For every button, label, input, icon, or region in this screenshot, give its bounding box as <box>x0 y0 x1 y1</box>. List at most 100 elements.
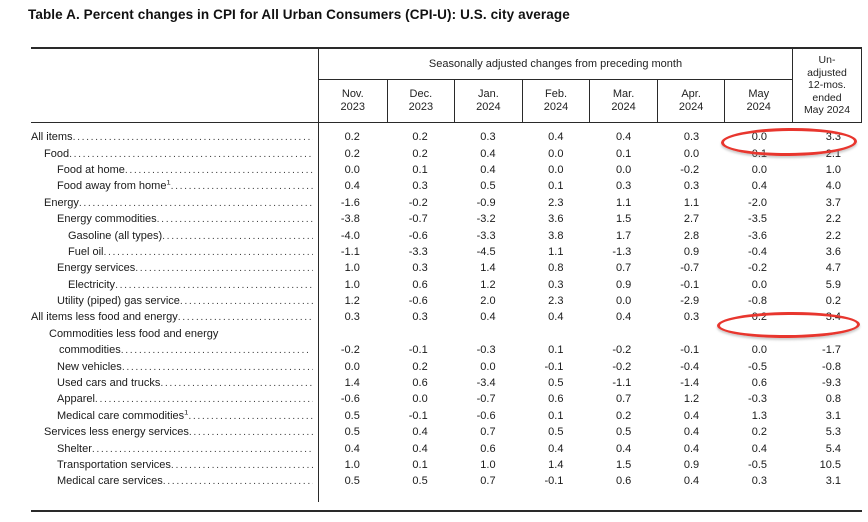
row-label-cell: Energy <box>31 197 318 209</box>
cell-value: -0.4 <box>680 360 700 373</box>
row-label: Electricity <box>68 278 116 291</box>
cell-value: -1.7 <box>822 344 842 357</box>
unadjusted-header-line: adjusted <box>807 66 847 79</box>
cell-value: 3.7 <box>825 196 842 209</box>
unadjusted-column-header: Un-adjusted 12-mos. ended May 2024 <box>793 49 862 122</box>
cell-value: 1.5 <box>616 213 632 226</box>
row-label: Medical care commodities1 <box>57 409 189 422</box>
month-header-row: Nov. 2023 Dec. 2023 Jan. 2024 Feb. 2024 Mar. 2024… <box>319 80 792 122</box>
row-label: commodities <box>59 344 121 357</box>
cell-value: 0.3 <box>751 475 768 488</box>
cell-value: 0.6 <box>480 442 496 455</box>
row-label-cell: Energy services <box>31 262 318 274</box>
cell-value: 0.4 <box>616 311 632 324</box>
row-label: Used cars and trucks <box>57 377 161 390</box>
row-label: New vehicles <box>57 360 122 373</box>
cell-value: 0.0 <box>344 360 360 373</box>
dot-leader <box>178 311 313 323</box>
cell-value: -0.1 <box>680 344 700 357</box>
cell-value: 0.4 <box>480 163 496 176</box>
cell-value: 0.0 <box>480 360 496 373</box>
cell-value: 0.5 <box>344 426 360 439</box>
cell-value: 0.3 <box>616 180 632 193</box>
cell-value: -3.5 <box>748 213 768 226</box>
row-label-cell: Medical care commodities1 <box>31 410 318 422</box>
dot-leader <box>135 262 313 274</box>
row-label: Fuel oil <box>68 245 104 258</box>
cell-value: -3.3 <box>476 229 496 242</box>
cell-value: -0.2 <box>612 344 632 357</box>
cell-value: 0.3 <box>412 311 428 324</box>
cell-value: 0.1 <box>616 147 632 160</box>
cell-value: 1.3 <box>751 409 768 422</box>
cell-value: -0.6 <box>408 295 428 308</box>
month-abbr: Mar. <box>612 88 635 100</box>
row-label-cell: Energy commodities <box>31 213 318 225</box>
cell-value: -1.3 <box>612 245 632 258</box>
cell-value: 1.0 <box>344 459 360 472</box>
cell-value: 0.9 <box>683 459 700 472</box>
month-abbr: May <box>748 88 770 100</box>
cell-value: 0.2 <box>825 295 842 308</box>
cell-value: -1.1 <box>340 245 360 258</box>
cell-value: 1.1 <box>683 196 700 209</box>
cell-value: 0.6 <box>548 393 564 406</box>
stub-header-cell <box>31 49 318 122</box>
cell-value: 0.3 <box>480 131 496 144</box>
row-label: Food away from home1 <box>57 180 171 193</box>
unadjusted-header-line: Un- <box>818 54 836 67</box>
dot-leader <box>73 131 313 143</box>
cell-value: 0.0 <box>751 278 768 291</box>
table-row: Electricity 1.0 0.6 1.2 0.3 0.9 -0.1 0.0 5.9 <box>31 277 862 293</box>
group-header-label: Seasonally adjusted changes from precedi… <box>319 49 792 80</box>
cell-value: 0.4 <box>344 180 360 193</box>
cell-value: -1.1 <box>612 377 632 390</box>
table-row: New vehicles 0.0 0.2 0.0 -0.1 -0.2 -0.4 -0.5 -0.… <box>31 358 862 374</box>
cell-value: 0.5 <box>548 426 564 439</box>
row-label-cell: Medical care services <box>31 475 318 487</box>
cell-value: 2.3 <box>548 196 564 209</box>
row-label-cell: All items <box>31 131 318 143</box>
cell-value: 0.5 <box>344 409 360 422</box>
dot-leader <box>95 393 313 405</box>
cell-value: -4.5 <box>476 245 496 258</box>
cell-value: 0.3 <box>412 180 428 193</box>
cell-value: -0.1 <box>544 475 564 488</box>
cell-value: -1.4 <box>680 377 700 390</box>
row-label-cell: Commodities less food and energy commodit… <box>31 326 318 359</box>
cell-value: 0.0 <box>548 163 564 176</box>
cell-value: 0.4 <box>548 442 564 455</box>
cell-value: 4.0 <box>825 180 842 193</box>
row-label: Utility (piped) gas service <box>57 295 180 308</box>
row-label-cell: Electricity <box>31 279 318 291</box>
cell-value: 3.1 <box>825 409 842 422</box>
cell-value: -0.2 <box>408 196 428 209</box>
cell-value: 0.2 <box>616 409 632 422</box>
cell-value: 1.1 <box>616 196 632 209</box>
column-header-7: May 2024 <box>724 80 792 122</box>
cell-value: -0.2 <box>340 344 360 357</box>
row-label: Food <box>44 147 70 160</box>
cell-value: 0.4 <box>548 131 564 144</box>
row-label: All items less food and energy <box>31 311 178 324</box>
cell-value: 0.3 <box>548 278 564 291</box>
row-label: Energy <box>44 196 79 209</box>
row-label-cell: Services less energy services <box>31 426 318 438</box>
cell-value: 0.6 <box>412 278 428 291</box>
month-year: 2024 <box>746 101 771 113</box>
row-label: Energy commodities <box>57 213 157 226</box>
cell-value: 2.8 <box>683 229 700 242</box>
cell-value: 5.9 <box>825 278 842 291</box>
cell-value: -0.7 <box>408 213 428 226</box>
cell-value: -0.8 <box>822 360 842 373</box>
table-row: Commodities less food and energy commodit… <box>31 326 862 359</box>
cell-value: 1.0 <box>344 262 360 275</box>
dot-leader <box>163 475 313 487</box>
cell-value: 1.2 <box>480 278 496 291</box>
row-label: Gasoline (all types) <box>68 229 163 242</box>
cell-value: 1.0 <box>344 278 360 291</box>
cell-value: -1.6 <box>340 196 360 209</box>
cell-value: 0.0 <box>344 163 360 176</box>
cell-value: 0.6 <box>616 475 632 488</box>
row-label-cell: Food <box>31 148 318 160</box>
